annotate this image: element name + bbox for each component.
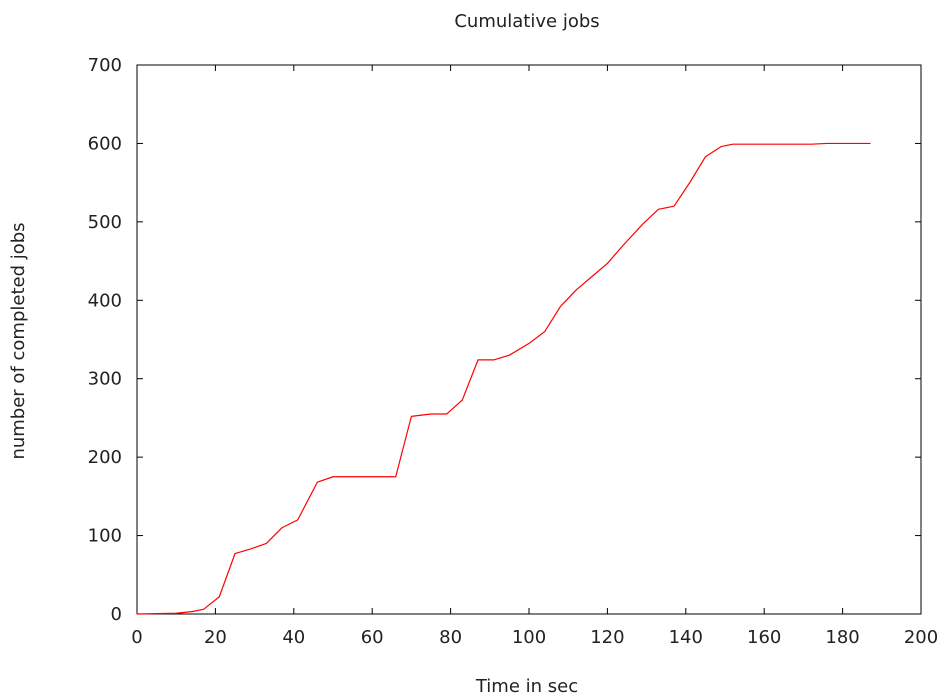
x-axis-ticks: [136, 65, 922, 614]
x-tick-label: 20: [204, 627, 227, 648]
x-tick-label: 120: [590, 627, 624, 648]
plot-area: [136, 64, 922, 615]
x-tick-label: 40: [282, 627, 305, 648]
x-tick-label: 100: [512, 627, 546, 648]
x-tick-label: 140: [669, 627, 703, 648]
y-axis-label: number of completed jobs: [8, 222, 29, 459]
y-tick-label: 100: [88, 526, 122, 547]
chart-title: Cumulative jobs: [454, 11, 599, 32]
x-axis-label: Time in sec: [475, 676, 578, 697]
x-tick-label: 60: [361, 627, 384, 648]
x-tick-label: 160: [747, 627, 781, 648]
plot-frame: [136, 64, 922, 615]
x-tick-label: 80: [439, 627, 462, 648]
y-tick-label: 0: [111, 604, 122, 625]
series-line: [136, 142, 871, 615]
x-tick-label: 200: [904, 627, 938, 648]
x-tick-label: 0: [131, 627, 142, 648]
y-tick-label: 500: [88, 212, 122, 233]
y-tick-label: 600: [88, 133, 122, 154]
y-axis-tick-labels: 0 100 200 300 400 500 600 700: [88, 55, 122, 625]
y-tick-label: 300: [88, 369, 122, 390]
y-tick-label: 400: [88, 290, 122, 311]
x-tick-label: 180: [825, 627, 859, 648]
y-tick-label: 700: [88, 55, 122, 76]
y-axis-ticks: [137, 64, 921, 615]
y-tick-label: 200: [88, 447, 122, 468]
x-axis-tick-labels: 0 20 40 60 80 100 120 140 160 180 200: [131, 627, 938, 648]
